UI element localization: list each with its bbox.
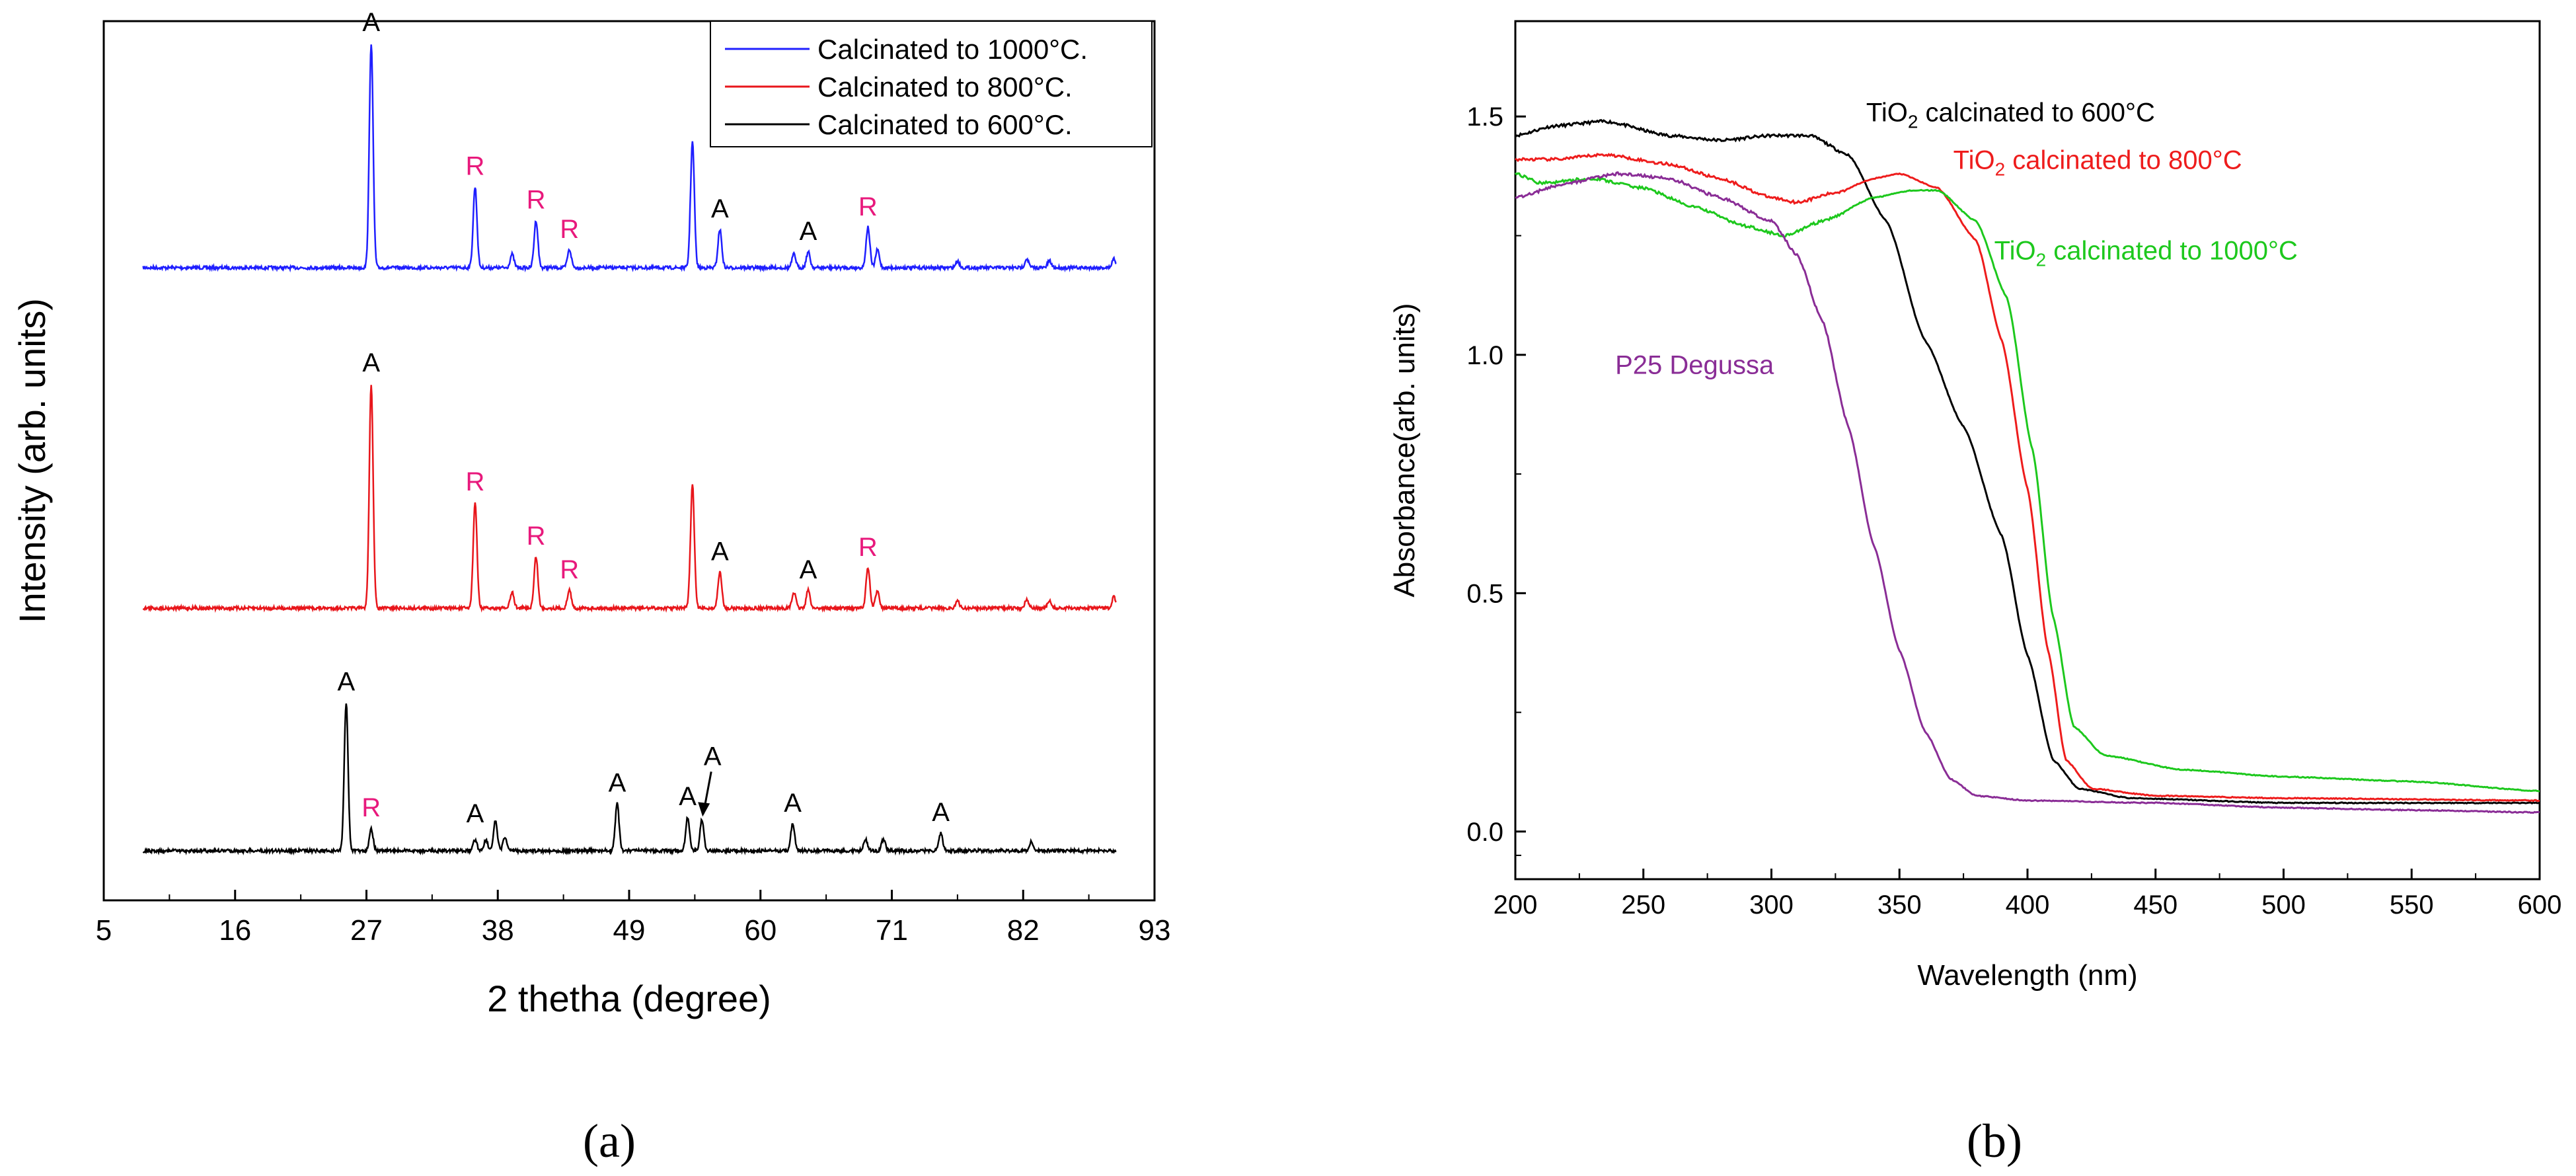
curve-label: TiO2 calcinated to 600°C [1866,98,2155,132]
phase-label: A [609,769,626,798]
xrd-series-line [142,44,1117,273]
curve-label-text: TiO [1953,146,1995,175]
phase-label: A [467,799,484,828]
x-tick-label: 16 [219,914,251,947]
x-tick-label: 38 [482,914,514,947]
curve-label-rest: calcinated to 600°C [1918,98,2154,127]
y-tick-label: 1.5 [1466,102,1503,132]
x-tick-label: 27 [350,914,383,947]
x-tick-label: 400 [2006,890,2050,920]
curve-label-subscript: 2 [1995,159,2006,180]
x-axis-ticks: 5 16 27 38 49 60 71 82 93 [96,890,1171,947]
absorbance-chart-panel: 200 250 300 350 400 450 500 550 600 0.0 0.5 1.0 1.5… [1388,20,2562,1167]
legend-box [710,20,1153,147]
legend: Calcinated to 1000°C. Calcinated to 800°C… [710,20,1153,147]
y-axis-ticks: 0.0 0.5 1.0 1.5 [1466,102,1526,856]
x-axis-label: Wavelength (nm) [1917,959,2137,992]
x-tick-label: 82 [1007,914,1040,947]
y-axis-label: Absorbance(arb. units) [1388,303,1421,597]
phase-label: R [560,555,579,584]
phase-label: A [711,194,729,223]
x-tick-label: 550 [2390,890,2434,920]
x-tick-label: 300 [1749,890,1794,920]
phase-label: A [362,348,380,377]
curve-label-subscript: 2 [2036,250,2047,270]
x-tick-label: 250 [1621,890,1665,920]
phase-label: A [704,742,722,771]
y-tick-label: 0.0 [1466,818,1503,847]
absorbance-series-line [1514,118,2540,804]
phase-label: A [932,798,950,827]
curve-label-subscript: 2 [1908,111,1918,132]
x-tick-label: 71 [876,914,908,947]
phase-label: R [361,793,381,822]
x-tick-label: 500 [2261,890,2306,920]
legend-label: Calcinated to 600°C. [817,109,1073,140]
x-tick-label: 5 [96,914,112,947]
absorbance-series-line [1515,153,2540,803]
y-axis-label: Intensity (arb. units) [11,298,53,623]
curve-label: TiO2 calcinated to 800°C [1953,146,2242,180]
absorbance-traces [1514,118,2540,814]
y-tick-label: 1.0 [1466,341,1503,370]
phase-label: A [711,537,729,567]
legend-label: Calcinated to 800°C. [817,71,1073,102]
curve-label-text: P25 Degussa [1615,351,1774,380]
phase-label: R [527,186,546,215]
absorbance-series-line [1515,171,2540,814]
x-axis-label: 2 thetha (degree) [487,978,771,1019]
panel-label-b: (b) [1967,1115,2022,1167]
phase-label: R [858,192,878,221]
curve-label-text: TiO [1994,237,2036,266]
xrd-series-line [142,703,1117,856]
phase-label: R [858,533,878,562]
phase-label: A [362,8,380,37]
y-tick-label: 0.5 [1466,579,1503,608]
phase-label: A [784,789,802,818]
curve-label-rest: calcinated to 800°C [2005,146,2242,175]
x-tick-label: 350 [1877,890,1922,920]
phase-label: A [800,555,817,584]
x-tick-label: 49 [613,914,646,947]
phase-label: A [800,217,817,246]
curve-label: P25 Degussa [1615,351,1774,380]
curve-label: TiO2 calcinated to 1000°C [1994,237,2298,270]
phase-label: R [465,152,484,181]
panel-label-a: (a) [583,1115,636,1167]
phase-label: R [527,522,546,551]
x-tick-label: 60 [744,914,777,947]
arrow-head [698,802,710,817]
curve-label-text: TiO [1866,98,1908,127]
x-tick-label: 450 [2133,890,2178,920]
xrd-series-line [142,385,1117,613]
phase-label: R [465,467,484,496]
phase-label: A [679,782,697,811]
x-tick-label: 200 [1494,890,1538,920]
phase-label: A [337,668,355,697]
x-tick-label: 93 [1139,914,1171,947]
absorbance-series-line [1514,172,2540,793]
curve-label-rest: calcinated to 1000°C [2046,237,2298,266]
x-axis-ticks: 200 250 300 350 400 450 500 550 600 [1494,869,2562,920]
xrd-traces [142,44,1117,856]
phase-label: R [560,215,579,244]
legend-label: Calcinated to 1000°C. [817,34,1088,65]
x-tick-label: 600 [2518,890,2562,920]
